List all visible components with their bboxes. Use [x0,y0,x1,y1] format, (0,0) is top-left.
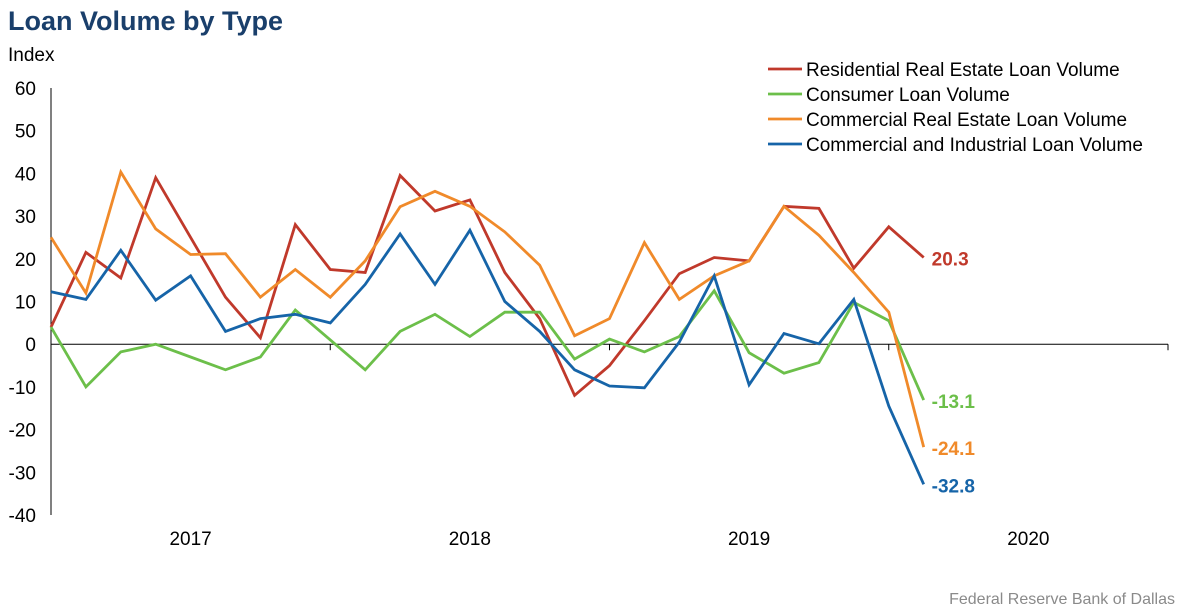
y-tick-label: 10 [15,293,36,314]
y-tick-label: -20 [9,421,36,442]
legend-entry: Consumer Loan Volume [806,85,1010,106]
y-tick-label: 30 [15,207,36,228]
x-tick-labels: 2017 2018 2019 2020 [169,529,1049,550]
series-lines [49,168,926,485]
chart-title: Loan Volume by Type [8,6,284,36]
y-tick-label: -10 [9,378,36,399]
y-tick-label: 40 [15,164,36,185]
y-tick-label: -40 [9,506,36,527]
legend-entry: Commercial and Industrial Loan Volume [806,135,1143,156]
y-tick-label: -30 [9,463,36,484]
end-label-residential-real-estate-loan-volume: 20.3 [932,250,969,271]
x-tick-label: 2018 [449,529,491,550]
end-label-commercial-real-estate-loan-volume: -24.1 [932,439,976,460]
source-note: Federal Reserve Bank of Dallas [949,591,1175,608]
y-axis-label: Index [8,45,55,66]
y-tick-label: 50 [15,122,36,143]
axes [50,88,1169,515]
series-line-residential-real-estate-loan-volume [49,172,925,398]
x-tick-label: 2020 [1007,529,1049,550]
x-tick-label: 2017 [169,529,211,550]
y-tick-labels: 60 50 40 30 20 10 0 -10 -20 -30 -40 [9,79,36,527]
end-label-consumer-loan-volume: -13.1 [932,392,976,413]
series-line-consumer-loan-volume [49,288,925,401]
series-line-commercial-and-industrial-loan-volume [50,227,925,485]
end-labels: 20.3 -13.1 -24.1 -32.8 [932,250,976,498]
series-line-commercial-real-estate-loan-volume [49,168,926,448]
y-tick-label: 60 [15,79,36,100]
legend-entry: Commercial Real Estate Loan Volume [806,110,1127,131]
end-label-commercial-and-industrial-loan-volume: -32.8 [932,476,975,497]
legend-entry: Residential Real Estate Loan Volume [806,60,1120,81]
y-tick-label: 0 [25,335,36,356]
y-tick-label: 20 [15,250,36,271]
legend: Residential Real Estate Loan Volume Consu… [768,60,1143,156]
x-tick-label: 2019 [728,529,770,550]
